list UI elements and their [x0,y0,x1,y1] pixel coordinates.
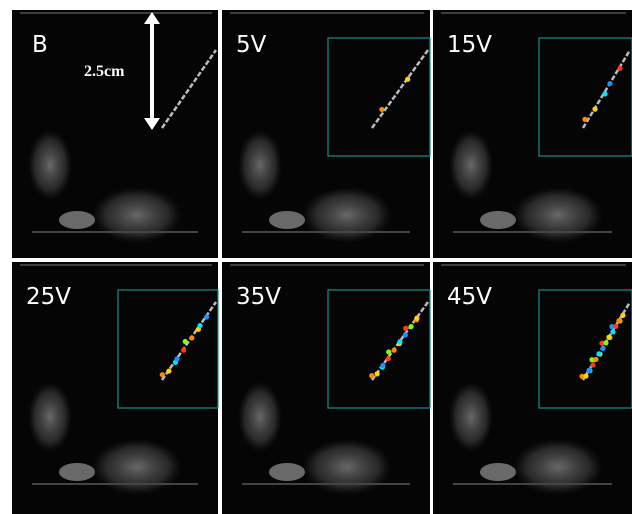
doppler-signal [592,107,597,112]
ultrasound-panel: B [12,10,218,258]
ultrasound-panel: 45V [433,262,632,514]
tissue [269,463,305,481]
tissue [480,463,516,481]
doppler-signal [593,357,598,362]
doppler-signal [403,326,408,331]
doppler-signal [386,349,391,354]
doppler-signal [610,329,615,334]
tissue [238,382,282,452]
doppler-signal [189,335,194,340]
tissue [238,130,282,200]
ultrasound-panel: 35V [222,262,430,514]
tissue [449,382,493,452]
tissue [92,439,182,495]
doppler-signal [582,117,587,122]
panel-label: B [32,32,48,58]
tissue [302,439,392,495]
doppler-signal [369,373,374,378]
doppler-signal [197,323,202,328]
tissue [302,187,392,243]
tissue [59,463,95,481]
doppler-signal [386,356,391,361]
doppler-signal [583,373,588,378]
doppler-signal [414,315,419,320]
doppler-signal [397,339,402,344]
doppler-signal [181,348,186,353]
doppler-signal [600,346,605,351]
doppler-signal [590,362,595,367]
tissue [28,130,72,200]
doppler-signal [375,371,380,376]
doppler-signal [596,351,601,356]
panel-label: 25V [26,284,71,310]
doppler-signal [409,324,414,329]
tissue [513,187,603,243]
figure: B 5V 15V 25V 35V 45V 2.5cm [0,0,632,514]
ultrasound-panel: 15V [433,10,632,258]
panel-label: 35V [236,284,281,310]
doppler-signal [606,335,611,340]
tissue [480,211,516,229]
doppler-signal [602,91,607,96]
doppler-signal [204,314,209,319]
doppler-signal [603,340,608,345]
doppler-signal [379,107,384,112]
tissue [513,439,603,495]
ultrasound-panel: 25V [12,262,218,514]
panel-label: 5V [236,32,267,58]
doppler-signal [586,368,591,373]
panel-label: 15V [447,32,492,58]
doppler-signal [607,81,612,86]
tissue [59,211,95,229]
tissue [449,130,493,200]
doppler-signal [160,372,165,377]
doppler-signal [174,356,179,361]
ultrasound-panel: 5V [222,10,430,258]
doppler-signal [616,318,621,323]
doppler-signal [380,363,385,368]
doppler-signal [613,324,618,329]
panel-label: 45V [447,284,492,310]
doppler-signal [405,77,410,82]
scale-label: 2.5cm [84,63,125,80]
tissue [28,382,72,452]
doppler-signal [403,332,408,337]
tissue [269,211,305,229]
tissue [92,187,182,243]
doppler-signal [166,368,171,373]
doppler-signal [620,313,625,318]
doppler-signal [183,339,188,344]
doppler-signal [617,66,622,71]
doppler-signal [392,348,397,353]
